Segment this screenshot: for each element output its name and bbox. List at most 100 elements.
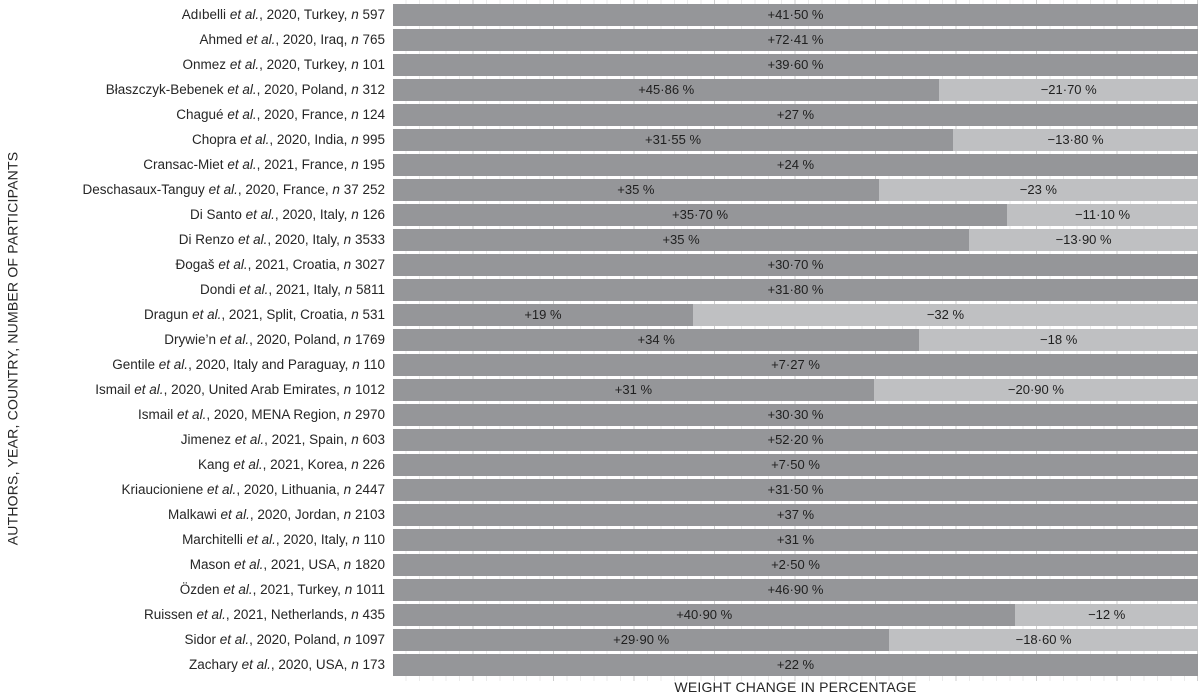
gain-bar-segment: +30·70 % [393, 253, 1198, 276]
et-al-text: et al. [177, 406, 207, 422]
chart-row: Cransac-Miet et al., 2021, France, n 195… [0, 152, 1198, 177]
gain-bar-segment: +2·50 % [393, 553, 1198, 576]
participant-count: 37 252 [343, 181, 385, 197]
chart-rows: Adıbelli et al., 2020, Turkey, n 597 +41·… [0, 2, 1198, 677]
n-symbol: n [332, 181, 340, 197]
stacked-bar: +7·50 % [393, 453, 1198, 476]
study-details: , 2020, MENA Region, [206, 406, 340, 422]
chart-row: Chagué et al., 2020, France, n 124 +27 % [0, 102, 1198, 127]
study-author: Mason [189, 556, 231, 572]
loss-value-label: −18·60 % [1015, 632, 1072, 647]
study-author: Kang [198, 456, 230, 472]
n-symbol: n [343, 631, 352, 647]
loss-value-label: −13·80 % [1047, 132, 1104, 147]
et-al-text: et al. [246, 31, 276, 47]
stacked-bar: +35 % −23 % [393, 178, 1198, 201]
study-label: Jimenez et al., 2021, Spain, n 603 [0, 429, 393, 451]
gain-value-label: +7·27 % [771, 357, 820, 372]
loss-bar-segment: −32 % [692, 303, 1198, 326]
et-al-text: et al. [227, 106, 257, 122]
gain-value-label: +35·70 % [672, 207, 729, 222]
stacked-bar: +30·70 % [393, 253, 1198, 276]
chart-row: Deschasaux-Tanguy et al., 2020, France, … [0, 177, 1198, 202]
et-al-text: et al. [192, 306, 222, 322]
gain-value-label: +7·50 % [771, 457, 820, 472]
gain-bar-segment: +46·90 % [393, 578, 1198, 601]
gain-bar-segment: +34 % [393, 328, 920, 351]
gain-value-label: +30·70 % [767, 257, 824, 272]
loss-bar-segment: −18 % [919, 328, 1198, 351]
participant-count: 435 [362, 606, 385, 622]
loss-bar-segment: −13·80 % [953, 128, 1198, 151]
study-author: Jimenez [180, 431, 232, 447]
gain-value-label: +72·41 % [767, 32, 824, 47]
study-label: Malkawi et al., 2020, Jordan, n 2103 [0, 504, 393, 526]
study-details: , 2020, Italy and Paraguay, [188, 356, 349, 372]
study-author: Di Santo [190, 206, 242, 222]
chart-row: Đogaš et al., 2021, Croatia, n 3027 +30·7… [0, 252, 1198, 277]
stacked-bar: +31·55 % −13·80 % [393, 128, 1198, 151]
participant-count: 5811 [355, 281, 385, 297]
gain-bar-segment: +35 % [393, 228, 970, 251]
study-details: , 2020, Turkey, [259, 6, 348, 22]
et-al-text: et al. [223, 581, 253, 597]
n-symbol: n [343, 381, 352, 397]
study-author: Kriaucioniene [121, 481, 204, 497]
n-symbol: n [344, 581, 353, 597]
study-details: , 2020, Jordan, [249, 506, 340, 522]
gain-value-label: +30·30 % [767, 407, 824, 422]
stacked-bar: +7·27 % [393, 353, 1198, 376]
n-symbol: n [343, 481, 352, 497]
gain-bar-segment: +31 % [393, 528, 1198, 551]
study-details: , 2021, Korea, [262, 456, 348, 472]
study-details: , 2020, Italy, [274, 206, 348, 222]
study-details: , 2020, India, [269, 131, 348, 147]
participant-count: 765 [362, 31, 385, 47]
chart-row: Drywie’n et al., 2020, Poland, n 1769 +34… [0, 327, 1198, 352]
gain-value-label: +34 % [637, 332, 675, 347]
participant-count: 1097 [354, 631, 385, 647]
gain-bar-segment: +27 % [393, 103, 1198, 126]
stacked-bar: +72·41 % [393, 28, 1198, 51]
study-author: Ruissen [144, 606, 193, 622]
n-symbol: n [351, 431, 359, 447]
gain-value-label: +40·90 % [676, 607, 733, 622]
chart-row: Zachary et al., 2020, USA, n 173 +22 % [0, 652, 1198, 677]
gain-value-label: +46·90 % [767, 582, 824, 597]
loss-value-label: −32 % [926, 307, 965, 322]
participant-count: 597 [362, 6, 385, 22]
study-author: Błaszczyk-Bebenek [105, 81, 224, 97]
x-axis-title: WEIGHT CHANGE IN PERCENTAGE [674, 679, 917, 695]
study-label: Gentile et al., 2020, Italy and Paraguay… [0, 354, 393, 376]
gain-value-label: +2·50 % [771, 557, 820, 572]
gain-bar-segment: +29·90 % [393, 628, 890, 651]
participant-count: 110 [363, 356, 385, 372]
et-al-text: et al. [239, 281, 269, 297]
participant-count: 3027 [354, 256, 385, 272]
study-label: Adıbelli et al., 2020, Turkey, n 597 [0, 4, 393, 26]
study-label: Özden et al., 2021, Turkey, n 1011 [0, 579, 393, 601]
study-author: Ahmed [199, 31, 243, 47]
study-author: Chagué [176, 106, 224, 122]
gain-bar-segment: +40·90 % [393, 603, 1016, 626]
study-author: Deschasaux-Tanguy [82, 181, 205, 197]
et-al-text: et al. [233, 456, 263, 472]
gain-bar-segment: +35 % [393, 178, 879, 201]
study-author: Sidor [184, 631, 217, 647]
et-al-text: et al. [229, 6, 260, 22]
et-al-text: et al. [208, 181, 238, 197]
stacked-bar: +31 % −20·90 % [393, 378, 1198, 401]
study-details: , 2020, Italy, [267, 231, 340, 247]
stacked-bar: +41·50 % [393, 3, 1198, 26]
chart-row: Dondi et al., 2021, Italy, n 5811 +31·80 … [0, 277, 1198, 302]
stacked-bar: +34 % −18 % [393, 328, 1198, 351]
stacked-bar: +19 % −32 % [393, 303, 1198, 326]
et-al-text: et al. [220, 506, 250, 522]
gain-value-label: +52·20 % [767, 432, 824, 447]
gain-bar-segment: +7·50 % [393, 453, 1198, 476]
loss-bar-segment: −23 % [878, 178, 1198, 201]
n-symbol: n [343, 256, 352, 272]
study-details: , 2021, Croatia, [247, 256, 340, 272]
chart-row: Adıbelli et al., 2020, Turkey, n 597 +41·… [0, 2, 1198, 27]
gain-bar-segment: +72·41 % [393, 28, 1198, 51]
